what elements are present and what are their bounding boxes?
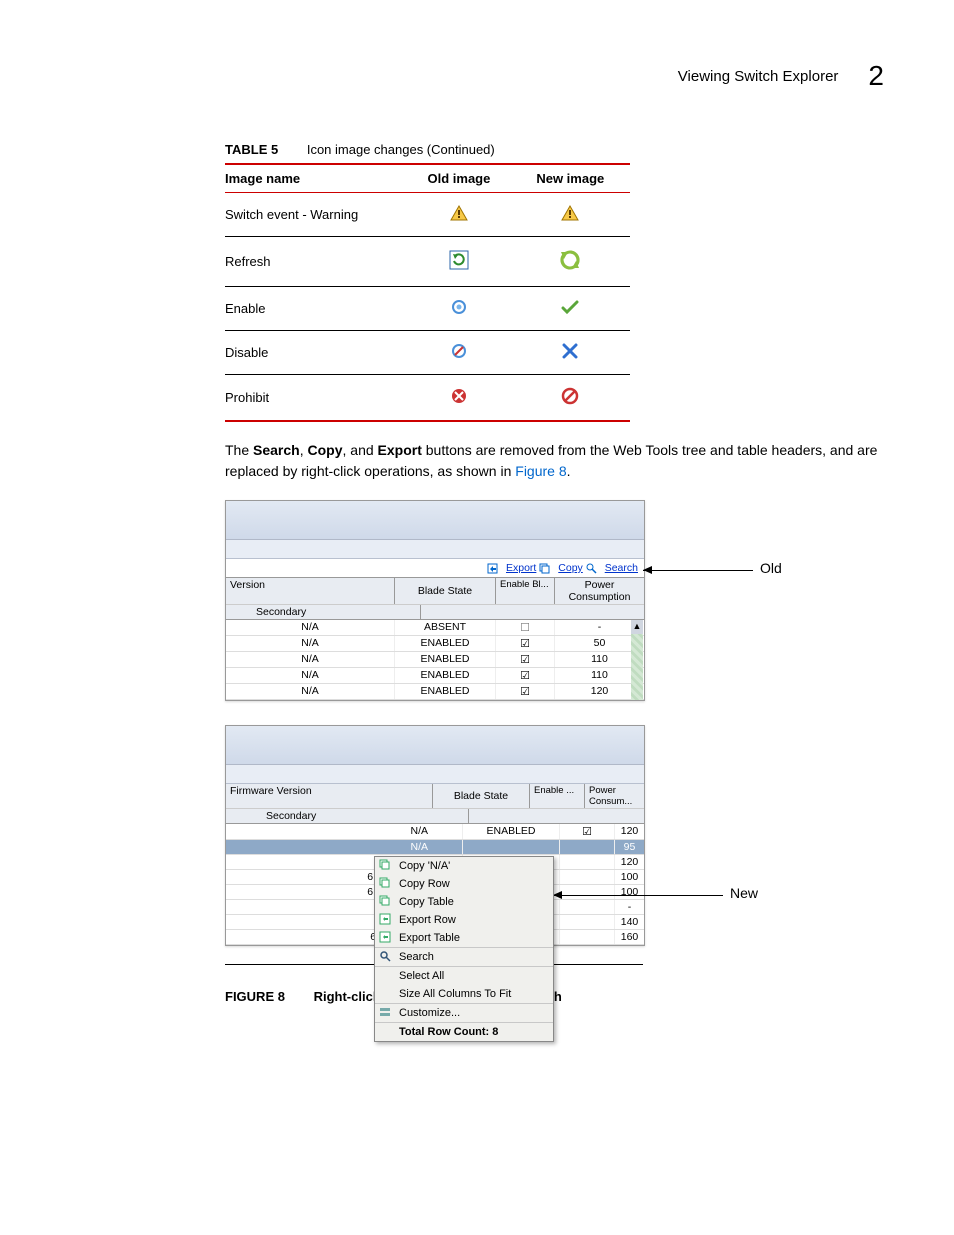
old-icon-refresh (407, 237, 518, 287)
old-icon-enable (407, 287, 518, 331)
menu-item: Total Row Count: 8 (375, 1022, 553, 1041)
new-icon-warning (519, 193, 630, 237)
table-row[interactable]: N/AENABLED110 (226, 668, 644, 684)
row-name: Refresh (225, 237, 407, 287)
header-title: Viewing Switch Explorer (678, 68, 839, 85)
old-header-row: Version Blade State Enable Bl... Power C… (226, 578, 644, 604)
menu-item[interactable]: Export Table (375, 929, 553, 947)
copy-icon (379, 859, 393, 873)
row-name: Switch event - Warning (225, 193, 407, 237)
row-name: Prohibit (225, 375, 407, 422)
table-row: Prohibit (225, 375, 630, 422)
copy-icon (379, 877, 393, 891)
figure-label: FIGURE 8 (225, 989, 285, 1004)
table-row[interactable]: N/AENABLED50 (226, 636, 644, 652)
old-toolbar (226, 501, 644, 540)
page-number: 2 (868, 60, 884, 92)
old-tabs (226, 540, 644, 559)
new-annotation: New (730, 885, 758, 901)
table5-label: TABLE 5 (225, 142, 278, 157)
menu-item[interactable]: Copy Table (375, 893, 553, 911)
new-toolbar (226, 726, 644, 765)
table-row: Switch event - Warning (225, 193, 630, 237)
old-icon-prohibit (407, 375, 518, 422)
menu-item[interactable]: Copy Row (375, 875, 553, 893)
row-name: Enable (225, 287, 407, 331)
export-link[interactable]: Export (506, 562, 536, 574)
new-icon-enable (519, 287, 630, 331)
menu-item[interactable]: Copy 'N/A' (375, 857, 553, 875)
table-row: Enable (225, 287, 630, 331)
scroll-up-icon[interactable] (631, 620, 643, 634)
new-header-row: Firmware Version Blade State Enable ... … (226, 784, 644, 808)
old-icon-warning (407, 193, 518, 237)
menu-item[interactable]: Size All Columns To Fit (375, 985, 553, 1003)
menu-item[interactable]: Search (375, 947, 553, 966)
table5-caption: TABLE 5 Icon image changes (Continued) (225, 142, 884, 157)
table-row[interactable]: N/AABSENT- (226, 620, 644, 636)
new-icon-refresh (519, 237, 630, 287)
search-icon (586, 563, 597, 574)
search-link[interactable]: Search (605, 562, 638, 574)
scrollbar[interactable] (631, 634, 643, 700)
export-icon (379, 931, 393, 945)
new-icon-prohibit (519, 375, 630, 422)
new-subheader-row: Secondary (226, 808, 644, 824)
row-name: Disable (225, 331, 407, 375)
body-paragraph: The Search, Copy, and Export buttons are… (225, 440, 884, 482)
copy-icon (539, 563, 550, 574)
table-row[interactable]: N/AENABLED120 (226, 684, 644, 700)
export-icon (379, 913, 393, 927)
table-row: Refresh (225, 237, 630, 287)
table-row[interactable]: N/AENABLED120 (226, 824, 644, 840)
old-link-bar: Export Copy Search (226, 559, 644, 578)
copy-icon (379, 895, 393, 909)
search-icon (379, 950, 393, 964)
table5-caption-text: Icon image changes (Continued) (307, 142, 495, 157)
customize-icon (379, 1006, 393, 1020)
new-screenshot: Firmware Version Blade State Enable ... … (225, 725, 884, 965)
menu-item[interactable]: Select All (375, 966, 553, 985)
new-tabs (226, 765, 644, 784)
old-annotation: Old (760, 560, 782, 576)
copy-link[interactable]: Copy (558, 562, 583, 574)
table-row: Disable (225, 331, 630, 375)
new-icon-disable (519, 331, 630, 375)
figure-link[interactable]: Figure 8 (515, 463, 566, 479)
figure-caption: FIGURE 8 Right-click for Copy, Export, a… (225, 989, 884, 1004)
table-row[interactable]: N/A95 (226, 840, 644, 855)
col-old-image: Old image (407, 164, 518, 193)
old-icon-disable (407, 331, 518, 375)
menu-item[interactable]: Customize... (375, 1003, 553, 1022)
col-image-name: Image name (225, 164, 407, 193)
export-icon (487, 563, 498, 574)
context-menu[interactable]: Copy 'N/A'Copy RowCopy TableExport RowEx… (374, 856, 554, 1042)
icon-table: Image name Old image New image Switch ev… (225, 163, 630, 422)
col-new-image: New image (519, 164, 630, 193)
menu-item[interactable]: Export Row (375, 911, 553, 929)
table-row[interactable]: N/AENABLED110 (226, 652, 644, 668)
old-subheader-row: Secondary (226, 604, 644, 620)
old-screenshot: Export Copy Search Version Blade State E… (225, 500, 884, 701)
